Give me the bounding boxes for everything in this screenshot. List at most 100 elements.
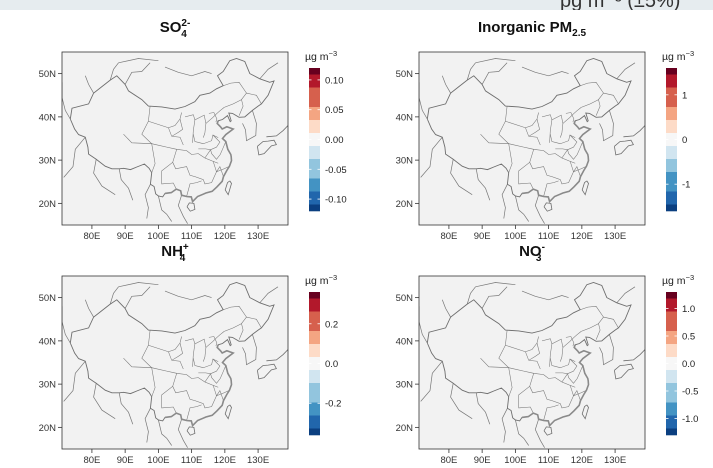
legend-swatch: [666, 159, 677, 166]
province-border: [562, 331, 582, 348]
neighbor-border: [124, 62, 151, 85]
legend-swatch: [309, 350, 320, 358]
map-title-sub: 3: [536, 253, 542, 264]
province-border: [523, 370, 576, 388]
province-border: [543, 404, 559, 421]
legend-unit-main: µg m: [305, 51, 329, 63]
legend-swatch: [309, 87, 320, 95]
legend-swatch: [666, 298, 677, 306]
legend-label: 1.0: [682, 304, 695, 315]
province-border: [550, 358, 576, 368]
legend-swatch: [309, 402, 320, 410]
neighbor-border: [62, 97, 71, 120]
neighbor-border: [63, 136, 86, 178]
legend-swatch: [666, 337, 677, 345]
map-panel-so4: SO2-4 80E 90E 100E 110E 120E 130E 20N 30N 40N 50N µ…: [0, 10, 356, 244]
y-tick-label: 40N: [396, 112, 414, 123]
legend-swatch: [309, 311, 320, 319]
neighbor-border: [93, 159, 116, 195]
neighbor-border: [450, 383, 473, 419]
legend-swatch: [666, 363, 677, 371]
map-background: [419, 276, 645, 449]
y-tick-label: 50N: [39, 69, 57, 80]
legend-swatch: [666, 74, 677, 82]
neighbor-border: [466, 62, 476, 81]
legend-swatch: [666, 204, 677, 212]
x-tick-label: 100E: [504, 231, 526, 242]
legend-swatch: [666, 165, 677, 173]
legend-swatch: [309, 139, 320, 147]
province-border: [205, 107, 225, 124]
map-title: NO-3: [519, 242, 545, 264]
taiwan-outline: [224, 404, 232, 420]
province-border: [480, 358, 513, 397]
province-border: [505, 336, 539, 352]
neighbor-border: [616, 62, 636, 80]
map-borders: [62, 282, 288, 448]
y-tick-label: 20N: [39, 423, 57, 434]
province-border: [212, 161, 230, 173]
map-title-sub: 4: [180, 253, 186, 264]
legend-swatch: [666, 344, 677, 351]
cropped-header-text: pg m⁻³ (±5%): [560, 0, 680, 10]
x-tick-label: 110E: [181, 231, 202, 242]
neighbor-border: [109, 62, 119, 81]
province-border: [569, 161, 587, 173]
neighbor-border: [84, 299, 94, 318]
legend-swatch: [666, 357, 677, 364]
legend-swatch: [309, 107, 320, 114]
cropped-header-strip: pg m⁻³ (±5%): [0, 0, 713, 10]
x-tick-label: 90E: [474, 455, 491, 466]
map-nh4-svg: NH+ 4 80E 90E 100E 110E 120E 130E 20N 30N 40N 50N µg…: [39, 242, 342, 466]
japan-coast: [623, 125, 645, 138]
neighbor-border: [515, 419, 529, 446]
legend-swatch: [666, 81, 677, 88]
neighbor-border: [599, 334, 614, 366]
legend-swatch: [309, 172, 320, 179]
province-border: [241, 92, 262, 105]
map-title-sub: 4: [181, 29, 187, 40]
legend-swatch: [666, 185, 677, 192]
legend-label: 0.0: [325, 359, 338, 370]
legend-swatch: [666, 191, 677, 199]
legend-swatch: [309, 363, 320, 371]
legend-swatch: [666, 292, 677, 299]
legend-swatch: [309, 396, 320, 403]
legend-swatch: [666, 87, 677, 95]
legend-swatch: [666, 428, 677, 436]
neighbor-border: [534, 195, 545, 224]
legend-label: -0.05: [325, 165, 347, 176]
legend-unit-sup: −3: [686, 273, 695, 282]
province-border: [208, 112, 218, 123]
province-border: [567, 358, 584, 384]
japan-coast: [623, 349, 645, 362]
y-tick-label: 30N: [39, 156, 57, 167]
y-tick-label: 40N: [39, 112, 57, 123]
legend-swatch: [666, 133, 677, 140]
province-border: [171, 118, 183, 137]
legend-swatch: [309, 94, 320, 101]
map-panel-no3: NO-3 80E 90E 100E 110E 120E 130E 20N 30N 40N 50N µg…: [357, 234, 713, 468]
legend-unit-main: µg m: [662, 275, 686, 287]
province-border: [205, 331, 225, 348]
legend-swatch: [666, 305, 677, 312]
legend-swatch: [666, 139, 677, 147]
japan-coast: [266, 125, 288, 138]
legend-swatch: [309, 415, 320, 423]
province-border: [518, 162, 534, 190]
neighbor-border: [63, 360, 86, 402]
neighbor-border: [177, 419, 188, 448]
neighbor-border: [515, 195, 529, 222]
y-tick-label: 40N: [39, 336, 57, 347]
province-border: [565, 112, 575, 123]
province-border: [241, 316, 262, 329]
japan-outline: [614, 139, 634, 156]
legend-swatch: [309, 191, 320, 199]
neighbor-border: [419, 321, 428, 344]
neighbor-border: [475, 282, 516, 288]
legend-unit: µg m−3: [662, 49, 694, 63]
province-border: [212, 385, 230, 397]
neighbor-border: [158, 419, 172, 446]
y-tick-label: 50N: [39, 293, 57, 304]
legend-swatch: [666, 198, 677, 205]
